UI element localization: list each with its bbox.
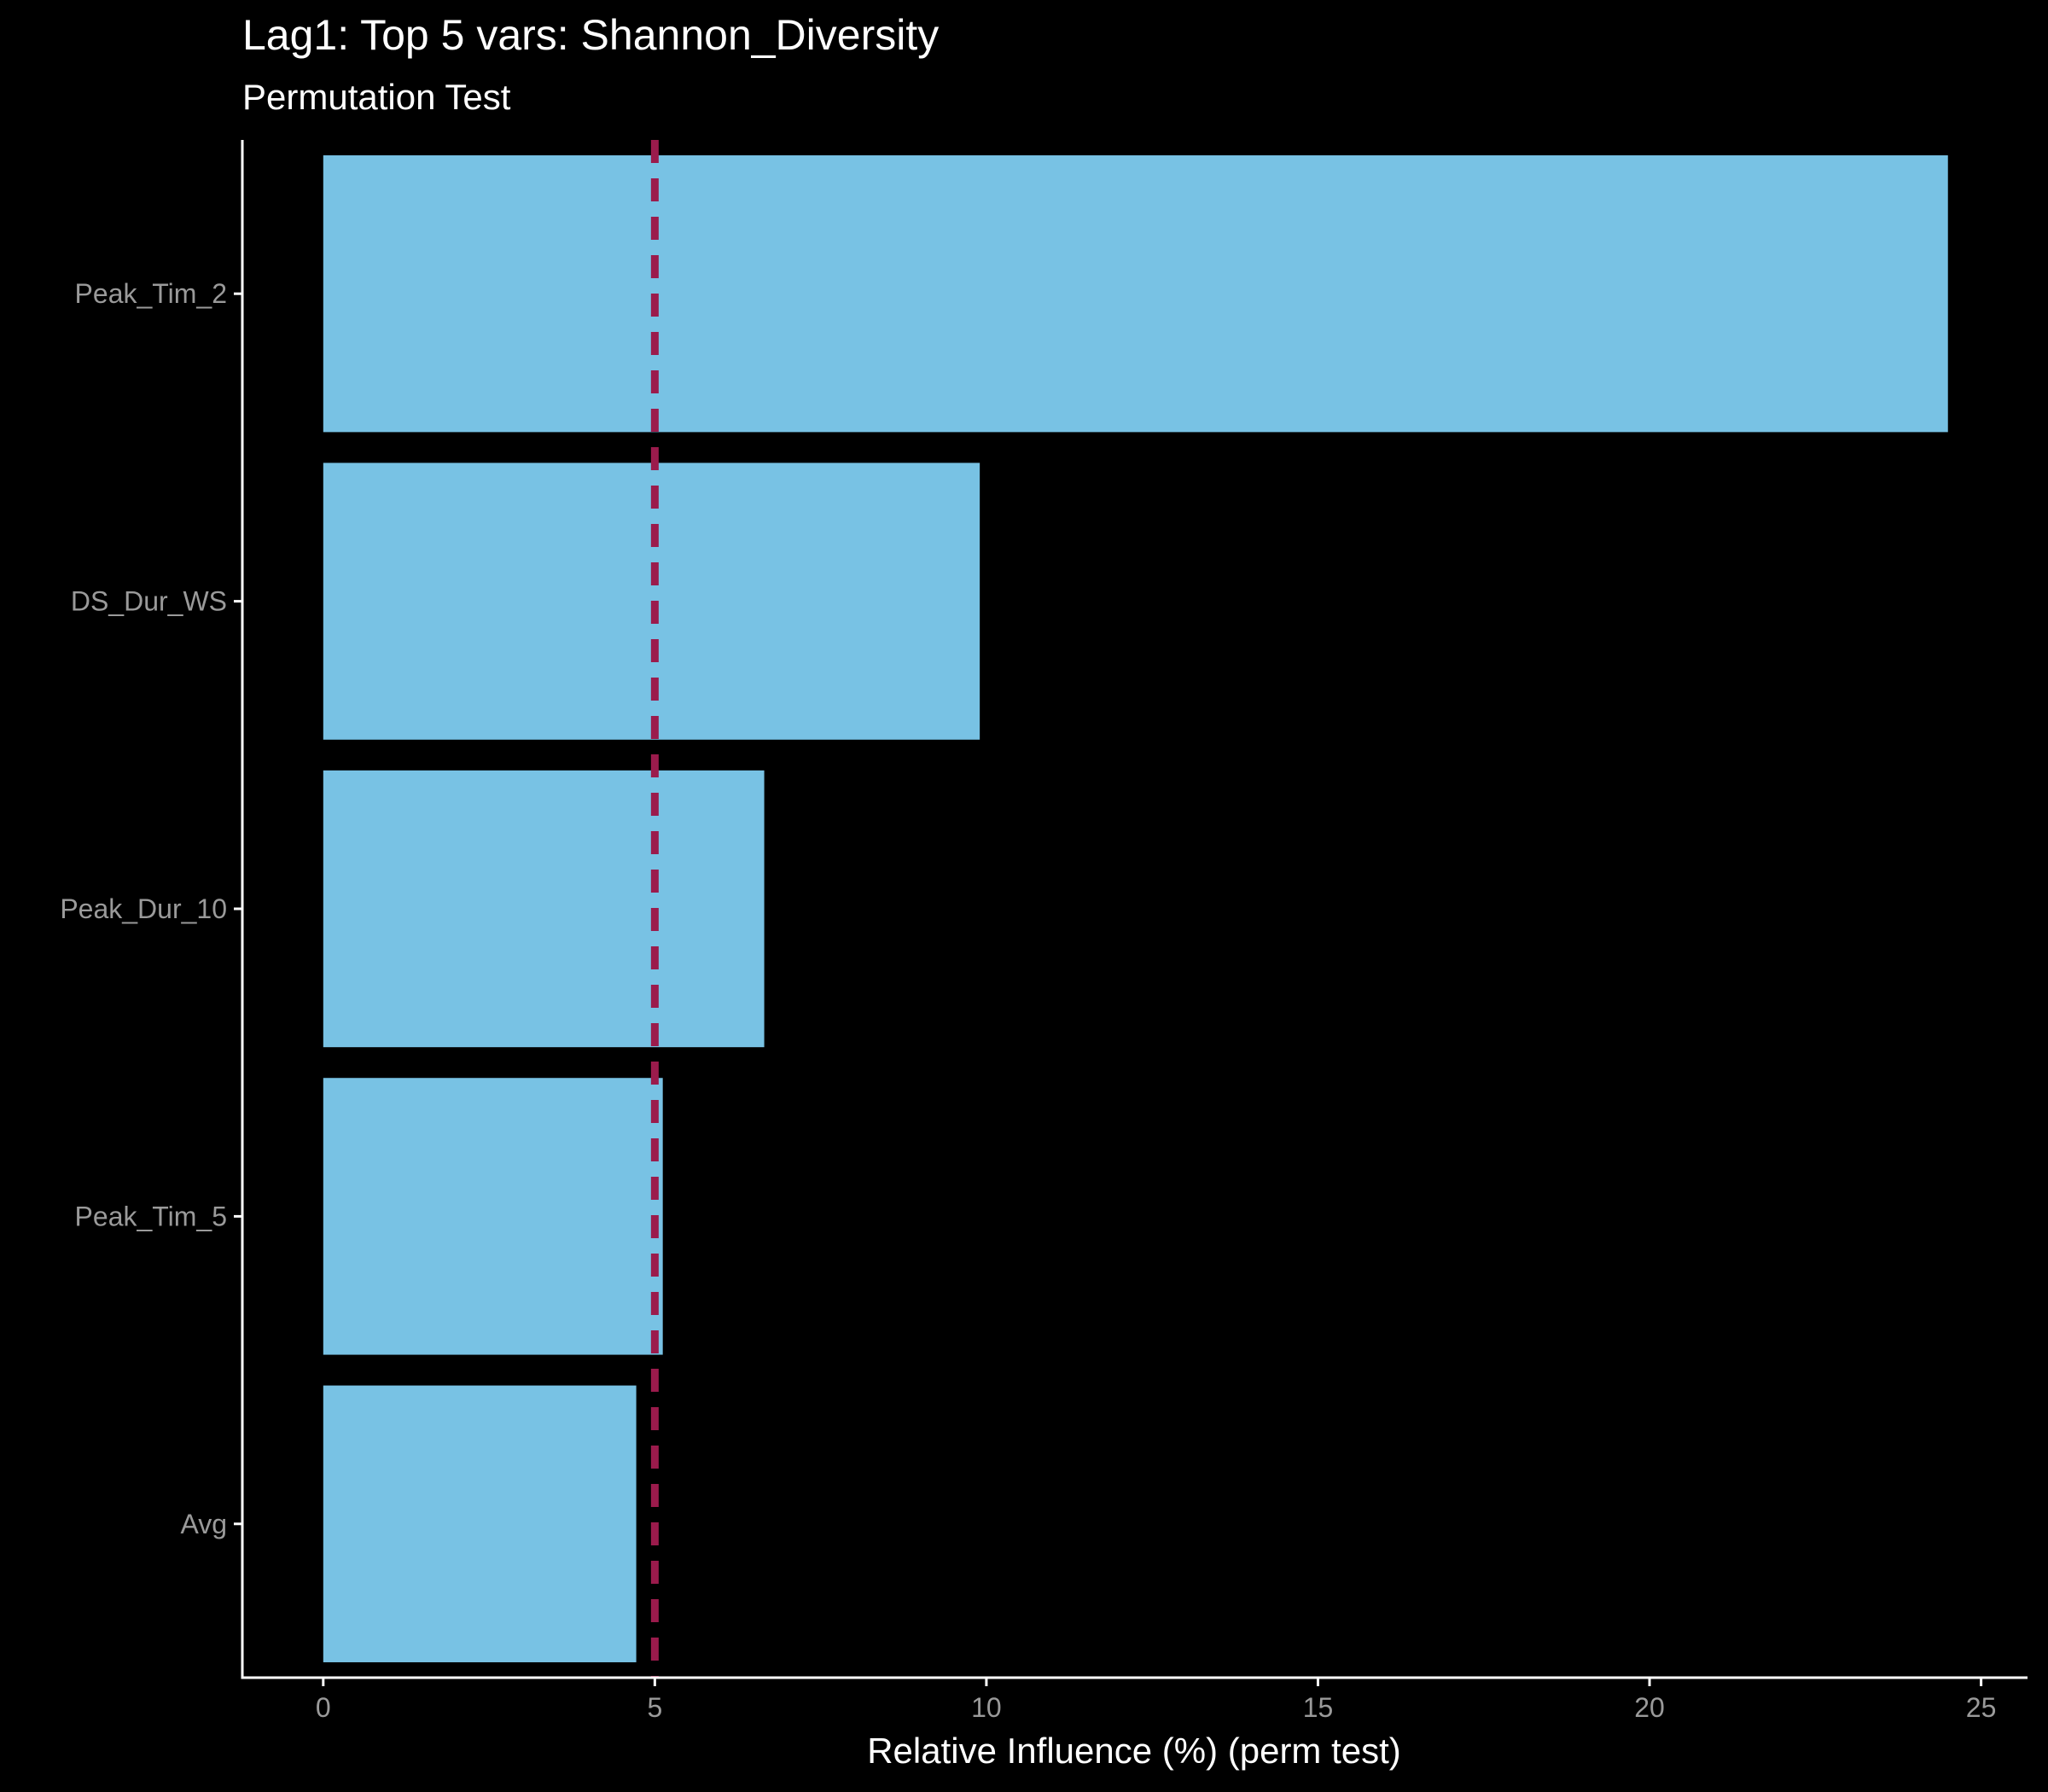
bar-peak-dur-10 [323,770,765,1048]
x-tick-label: 0 [316,1692,331,1723]
x-axis-ticks: 0 5 10 15 20 25 [316,1678,1996,1723]
bars-layer [323,155,1948,1662]
x-axis-title: Relative Influence (%) (perm test) [867,1731,1401,1771]
x-tick-label: 10 [971,1692,1002,1723]
x-tick-label: 15 [1303,1692,1334,1723]
y-tick-label: Peak_Tim_5 [75,1201,227,1231]
y-axis-ticks: Peak_Tim_2 DS_Dur_WS Peak_Dur_10 Peak_Tim_5… [60,278,242,1539]
bar-peak-tim-5 [323,1078,663,1355]
chart-subtitle: Permutation Test [242,77,511,117]
x-tick-label: 25 [1966,1692,1997,1723]
y-tick-label: Peak_Tim_2 [75,278,227,309]
bar-avg [323,1385,637,1662]
y-tick-label: DS_Dur_WS [71,586,227,617]
x-tick-label: 20 [1634,1692,1665,1723]
y-tick-label: Peak_Dur_10 [60,893,227,924]
bar-peak-tim-2 [323,155,1948,433]
x-tick-label: 5 [647,1692,662,1723]
chart-title: Lag1: Top 5 vars: Shannon_Diversity [242,11,939,59]
y-tick-label: Avg [180,1509,227,1539]
